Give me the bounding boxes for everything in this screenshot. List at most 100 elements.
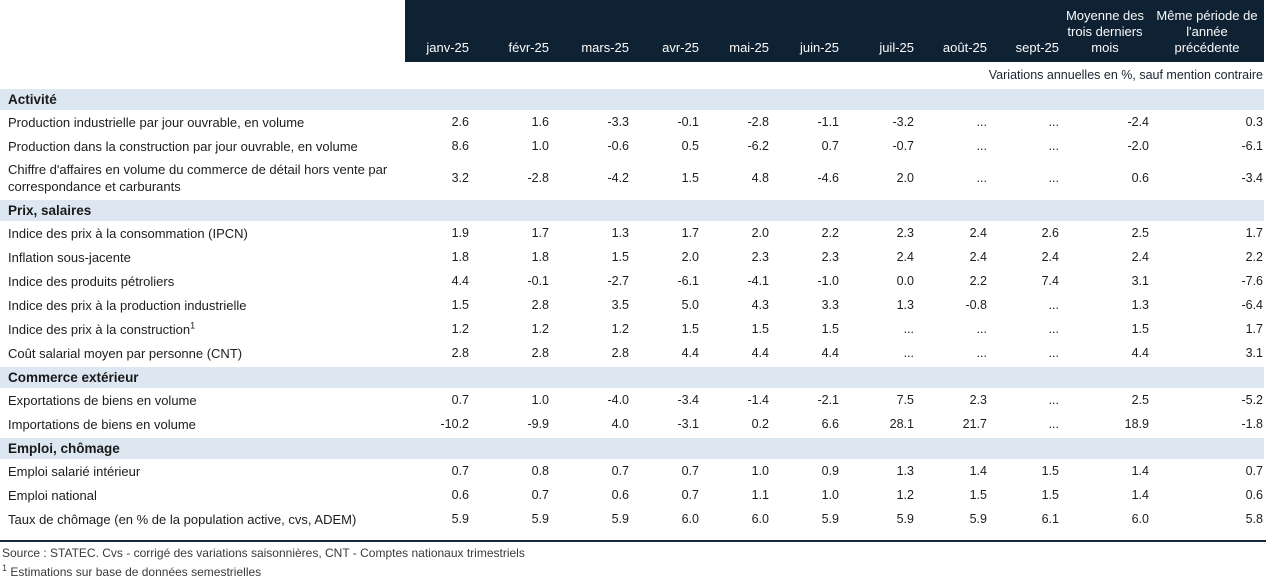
column-header: avr-25 [630, 0, 700, 62]
value-cell: -2.7 [607, 274, 629, 288]
table-row: Production industrielle par jour ouvrabl… [0, 110, 1280, 134]
value-cell: -6.1 [1241, 139, 1263, 153]
value-cell: 28.1 [889, 417, 914, 431]
value-cell: 7.4 [1041, 274, 1059, 288]
table-row: Chiffre d'affaires en volume du commerce… [0, 158, 1280, 198]
value-cell: 0.7 [681, 488, 699, 502]
value-cell: 5.9 [611, 512, 629, 526]
column-header: janv-25 [405, 0, 470, 62]
value-cell: 0.8 [531, 464, 549, 478]
row-label: Chiffre d'affaires en volume du commerce… [8, 162, 388, 194]
value-cell: 0.6 [1131, 171, 1149, 185]
value-cell: 0.7 [681, 464, 699, 478]
table-row: Indice des produits pétroliers 4.4 -0.1 -2.… [0, 269, 1280, 293]
value-cell: 2.4 [969, 250, 987, 264]
value-cell: 2.3 [896, 226, 914, 240]
value-cell: 1.6 [531, 115, 549, 129]
value-cell: 1.0 [821, 488, 839, 502]
value-cell: 1.5 [681, 171, 699, 185]
column-header: Moyenne des trois derniers mois [1060, 0, 1150, 62]
value-cell: 2.0 [681, 250, 699, 264]
value-cell: 2.3 [751, 250, 769, 264]
value-cell: -4.6 [817, 171, 839, 185]
value-cell: ... [903, 346, 914, 360]
value-cell: -3.2 [892, 115, 914, 129]
value-cell: 2.0 [896, 171, 914, 185]
value-cell: -3.3 [607, 115, 629, 129]
footer-footnote: 1 Estimations sur base de données semest… [2, 561, 1280, 580]
value-cell: -9.9 [527, 417, 549, 431]
value-cell: 1.0 [751, 464, 769, 478]
value-cell: 4.4 [751, 346, 769, 360]
value-cell: -6.2 [747, 139, 769, 153]
table-row: Emploi national 0.6 0.7 0.6 0.7 1.1 1.0 1.2 1.5 1… [0, 483, 1280, 507]
value-cell: 5.9 [969, 512, 987, 526]
value-cell: 6.6 [821, 417, 839, 431]
value-cell: 3.2 [451, 171, 469, 185]
units-note: Variations annuelles en %, sauf mention … [988, 67, 1263, 82]
value-cell: -2.8 [747, 115, 769, 129]
value-cell: 1.9 [451, 226, 469, 240]
value-cell: 3.3 [821, 298, 839, 312]
column-header: févr-25 [470, 0, 550, 62]
value-cell: 21.7 [962, 417, 987, 431]
value-cell: -7.6 [1241, 274, 1263, 288]
value-cell: 1.5 [451, 298, 469, 312]
value-cell: -1.0 [817, 274, 839, 288]
value-cell: 1.5 [821, 322, 839, 336]
row-label: Indice des prix à la construction1 [8, 320, 196, 337]
value-cell: 1.3 [1131, 298, 1149, 312]
value-cell: 5.9 [451, 512, 469, 526]
value-cell: 3.1 [1131, 274, 1149, 288]
value-cell: 1.4 [969, 464, 987, 478]
value-cell: 4.3 [751, 298, 769, 312]
table-column-header-row: janv-25 févr-25 mars-25 avr-25 mai-25 juin-25… [0, 0, 1280, 62]
value-cell: 2.5 [1131, 226, 1149, 240]
row-label: Indice des prix à la consommation (IPCN) [8, 225, 248, 241]
value-cell: 2.0 [751, 226, 769, 240]
value-cell: 2.4 [969, 226, 987, 240]
value-cell: 18.9 [1124, 417, 1149, 431]
value-cell: 4.0 [611, 417, 629, 431]
value-cell: 0.7 [451, 393, 469, 407]
value-cell: ... [976, 346, 987, 360]
value-cell: -1.8 [1241, 417, 1263, 431]
value-cell: 1.7 [681, 226, 699, 240]
value-cell: 1.5 [611, 250, 629, 264]
value-cell: 1.8 [451, 250, 469, 264]
section-header: Activité [0, 89, 1264, 110]
value-cell: -2.4 [1127, 115, 1149, 129]
value-cell: 2.8 [531, 346, 549, 360]
value-cell: -1.4 [747, 393, 769, 407]
row-label: Emploi national [8, 487, 97, 503]
value-cell: 2.4 [1131, 250, 1149, 264]
value-cell: -2.1 [817, 393, 839, 407]
value-cell: 1.5 [969, 488, 987, 502]
value-cell: ... [976, 115, 987, 129]
value-cell: 6.0 [751, 512, 769, 526]
value-cell: 1.5 [1041, 464, 1059, 478]
row-footnote-marker: 1 [190, 320, 196, 331]
footnote-marker: 1 [2, 563, 8, 573]
column-header: mai-25 [700, 0, 770, 62]
value-cell: 0.6 [451, 488, 469, 502]
value-cell: -6.4 [1241, 298, 1263, 312]
section-header: Emploi, chômage [0, 438, 1264, 459]
value-cell: 2.6 [451, 115, 469, 129]
table-row: Indice des prix à la consommation (IPCN)… [0, 221, 1280, 245]
value-cell: 2.8 [451, 346, 469, 360]
table-row: Production dans la construction par jour… [0, 134, 1280, 158]
value-cell: 1.2 [611, 322, 629, 336]
value-cell: -10.2 [440, 417, 470, 431]
value-cell: -4.1 [747, 274, 769, 288]
value-cell: 2.5 [1131, 393, 1149, 407]
value-cell: -0.1 [527, 274, 549, 288]
value-cell: -3.4 [677, 393, 699, 407]
table-bottom-rule [0, 540, 1266, 542]
section-header: Commerce extérieur [0, 367, 1264, 388]
value-cell: 1.0 [531, 393, 549, 407]
value-cell: 3.5 [611, 298, 629, 312]
row-label: Coût salarial moyen par personne (CNT) [8, 345, 243, 361]
table-row: Taux de chômage (en % de la population a… [0, 507, 1280, 531]
